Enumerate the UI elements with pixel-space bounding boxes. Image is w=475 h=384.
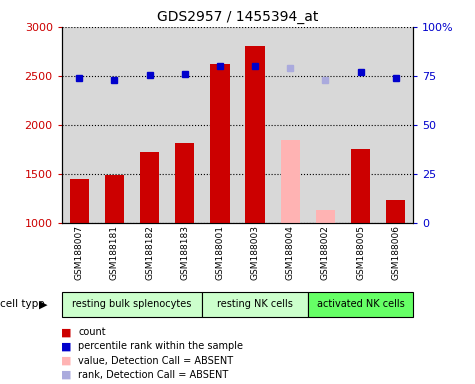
Bar bbox=[316, 210, 335, 223]
Text: ■: ■ bbox=[61, 356, 72, 366]
Text: count: count bbox=[78, 327, 106, 337]
Bar bbox=[386, 200, 405, 223]
Text: activated NK cells: activated NK cells bbox=[317, 299, 404, 310]
Text: ■: ■ bbox=[61, 370, 72, 380]
Bar bbox=[202, 292, 308, 317]
Text: rank, Detection Call = ABSENT: rank, Detection Call = ABSENT bbox=[78, 370, 228, 380]
Bar bbox=[175, 143, 194, 223]
Bar bbox=[273, 27, 308, 223]
Text: resting bulk splenocytes: resting bulk splenocytes bbox=[72, 299, 192, 310]
Text: percentile rank within the sample: percentile rank within the sample bbox=[78, 341, 243, 351]
Bar bbox=[202, 27, 238, 223]
Text: ■: ■ bbox=[61, 341, 72, 351]
Bar bbox=[167, 27, 202, 223]
Bar bbox=[210, 64, 229, 223]
Title: GDS2957 / 1455394_at: GDS2957 / 1455394_at bbox=[157, 10, 318, 25]
Bar bbox=[343, 27, 378, 223]
Bar bbox=[308, 27, 343, 223]
Text: ▶: ▶ bbox=[39, 299, 48, 310]
Bar bbox=[308, 292, 413, 317]
Bar bbox=[378, 27, 413, 223]
Text: value, Detection Call = ABSENT: value, Detection Call = ABSENT bbox=[78, 356, 234, 366]
Bar bbox=[70, 179, 89, 223]
Bar bbox=[97, 27, 132, 223]
Bar bbox=[238, 27, 273, 223]
Bar bbox=[281, 141, 300, 223]
Text: ■: ■ bbox=[61, 327, 72, 337]
Bar bbox=[62, 292, 202, 317]
Bar bbox=[132, 27, 167, 223]
Text: resting NK cells: resting NK cells bbox=[217, 299, 293, 310]
Bar bbox=[246, 46, 265, 223]
Bar bbox=[351, 149, 370, 223]
Bar bbox=[62, 27, 97, 223]
Text: cell type: cell type bbox=[0, 299, 45, 310]
Bar bbox=[140, 152, 159, 223]
Bar bbox=[105, 175, 124, 223]
